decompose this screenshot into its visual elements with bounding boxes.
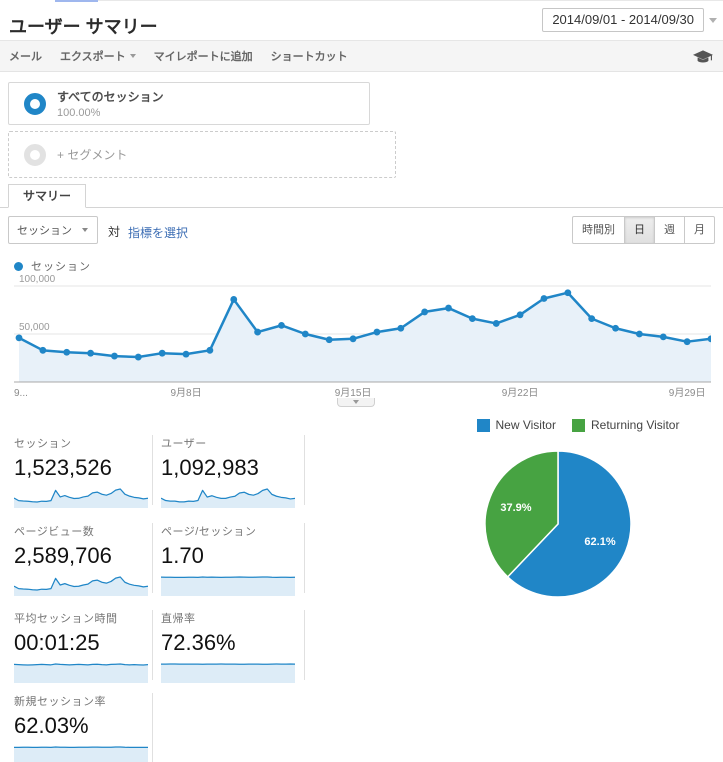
metric-sparkline [14, 663, 148, 683]
returning-visitor-label: Returning Visitor [590, 418, 680, 432]
granularity-day-button[interactable]: 日 [625, 216, 655, 244]
metric-empty-cell [161, 693, 305, 762]
segment-all-sessions[interactable]: すべてのセッション 100.00% [8, 82, 370, 125]
shortcut-label: ショートカット [270, 51, 348, 63]
metric-value: 00:01:25 [14, 630, 100, 655]
svg-text:9月22日: 9月22日 [502, 387, 539, 399]
granularity-week-button[interactable]: 週 [655, 216, 685, 244]
metric-label: 直帰率 [161, 613, 196, 625]
granularity-hourly-button[interactable]: 時間別 [572, 216, 625, 244]
metric-row-3: 平均セッション時間 00:01:25 直帰率 72.36% [14, 610, 305, 683]
series-dot-icon [14, 261, 23, 271]
browser-edge-artifact [55, 0, 98, 2]
chevron-down-icon[interactable] [709, 17, 717, 23]
sessions-line-chart[interactable]: 50,000 100,000 9... 9月8日 9月15日 9月22日 9月29日 [14, 272, 711, 408]
metric-sparkline [161, 488, 295, 508]
series-label: セッション [31, 261, 91, 273]
add-to-dashboard-label: マイレポートに追加 [153, 51, 253, 63]
metric-new-sessions-rate[interactable]: 新規セッション率 62.03% [14, 693, 153, 762]
vs-label: 対 [108, 225, 121, 239]
metric-sparkline [14, 576, 148, 596]
metric-value: 72.36% [161, 630, 236, 655]
new-visitor-label: New Visitor [495, 418, 556, 432]
email-label: メール [9, 51, 42, 63]
segment-donut-placeholder-icon [24, 143, 46, 166]
chevron-down-icon [129, 54, 136, 58]
metric-label: ページビュー数 [14, 526, 95, 538]
metric-value: 1,092,983 [161, 455, 259, 480]
timeseries-legend: セッション [14, 258, 91, 274]
metric-row-2: ページビュー数 2,589,706 ページ/セッション 1.70 [14, 523, 305, 596]
visitor-type-pie-chart[interactable]: 62.1% 37.9% [470, 440, 650, 602]
metric-pageviews[interactable]: ページビュー数 2,589,706 [14, 523, 153, 596]
metric-bounce-rate[interactable]: 直帰率 72.36% [161, 610, 305, 683]
metric-value: 1.70 [161, 543, 204, 568]
export-menu-item[interactable]: エクスポート [60, 48, 136, 64]
pie-legend-returning-visitor[interactable]: Returning Visitor [571, 418, 680, 432]
svg-text:37.9%: 37.9% [500, 502, 531, 514]
metric-row-4: 新規セッション率 62.03% [14, 693, 305, 762]
chevron-down-icon [353, 400, 359, 404]
metric-sparkline [14, 746, 148, 762]
date-range-selector[interactable]: 2014/09/01 - 2014/09/30 [542, 8, 717, 32]
top-divider [98, 0, 723, 1]
metric-sessions[interactable]: セッション 1,523,526 [14, 435, 153, 508]
date-range-value[interactable]: 2014/09/01 - 2014/09/30 [542, 8, 704, 32]
new-visitor-swatch-icon [476, 418, 490, 432]
metric-label: 新規セッション率 [14, 696, 106, 708]
returning-visitor-swatch-icon [571, 418, 585, 432]
metric-label: セッション [14, 438, 72, 450]
metric-sparkline [14, 488, 148, 508]
chart-expand-tab[interactable] [337, 398, 375, 407]
segment-all-sessions-percent: 100.00% [57, 107, 101, 119]
pie-legend-new-visitor[interactable]: New Visitor [476, 418, 556, 432]
svg-text:9月29日: 9月29日 [669, 387, 706, 399]
metric-value: 62.03% [14, 713, 89, 738]
chart-controls: セッション 対 指標を選択 時間別 日 週 月 [0, 216, 723, 244]
svg-text:50,000: 50,000 [19, 322, 50, 333]
svg-text:62.1%: 62.1% [584, 536, 615, 548]
metric-select-dropdown[interactable]: セッション [8, 216, 98, 244]
svg-text:9月8日: 9月8日 [170, 387, 201, 399]
add-to-dashboard-menu-item[interactable]: マイレポートに追加 [154, 48, 253, 64]
metric-sparkline [161, 576, 295, 596]
metric-value: 1,523,526 [14, 455, 112, 480]
tab-summary[interactable]: サマリー [8, 184, 87, 208]
tab-bar: サマリー [0, 184, 723, 208]
report-toolbar: メール エクスポート マイレポートに追加 ショートカット [0, 40, 723, 72]
svg-text:9...: 9... [14, 388, 28, 399]
page-title: ユーザー サマリー [9, 17, 158, 37]
metric-select-value: セッション [17, 225, 72, 237]
export-label: エクスポート [60, 51, 126, 63]
segment-donut-icon [24, 92, 46, 115]
metric-value: 2,589,706 [14, 543, 112, 568]
segment-all-sessions-text: すべてのセッション 100.00% [57, 88, 164, 119]
select-metric-link[interactable]: 指標を選択 [128, 226, 189, 240]
metric-label: ユーザー [161, 438, 207, 450]
email-menu-item[interactable]: メール [9, 48, 42, 64]
segment-all-sessions-label: すべてのセッション [57, 90, 164, 104]
add-segment-label: + セグメント [57, 148, 128, 162]
granularity-month-button[interactable]: 月 [685, 216, 715, 244]
svg-text:100,000: 100,000 [19, 274, 56, 285]
metric-pages-per-session[interactable]: ページ/セッション 1.70 [161, 523, 305, 596]
metric-label: ページ/セッション [161, 526, 257, 538]
metric-row-1: セッション 1,523,526 ユーザー 1,092,983 [14, 435, 305, 508]
chevron-down-icon [82, 228, 88, 232]
metric-label: 平均セッション時間 [14, 613, 118, 625]
shortcut-menu-item[interactable]: ショートカット [271, 48, 348, 64]
graduation-cap-icon[interactable] [693, 49, 713, 65]
svg-text:9月15日: 9月15日 [335, 387, 372, 399]
pie-legend: New Visitor Returning Visitor [440, 418, 716, 432]
metric-sparkline [161, 663, 295, 683]
metric-users[interactable]: ユーザー 1,092,983 [161, 435, 305, 508]
metric-avg-session-duration[interactable]: 平均セッション時間 00:01:25 [14, 610, 153, 683]
granularity-button-group: 時間別 日 週 月 [572, 216, 715, 244]
add-segment-button[interactable]: + セグメント [8, 131, 396, 178]
